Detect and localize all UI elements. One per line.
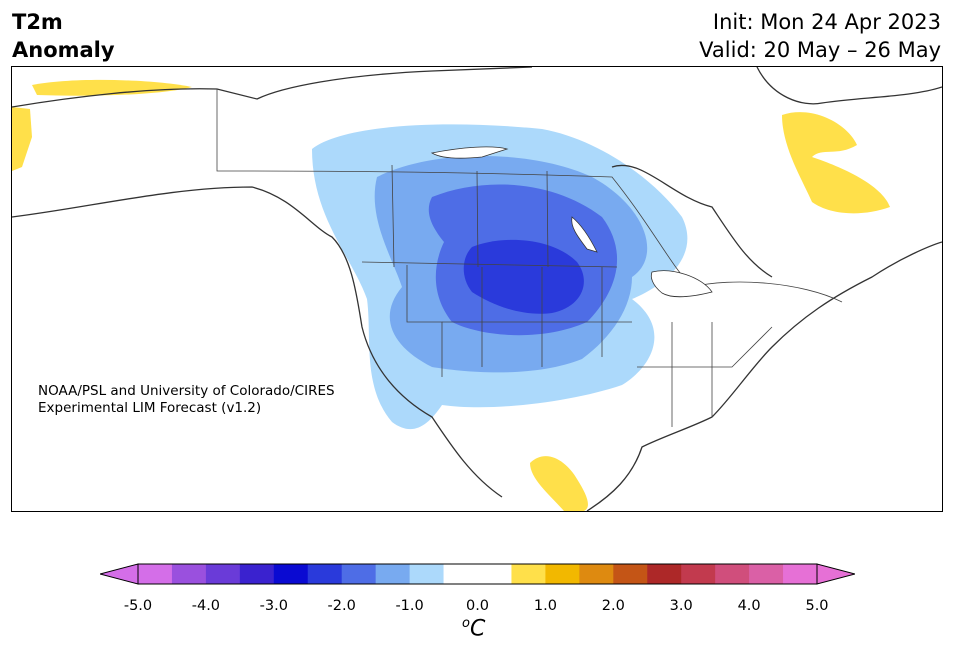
great-lakes	[650, 270, 713, 298]
colorbar-cell	[545, 564, 580, 584]
colorbar-tick-label: 3.0	[669, 598, 693, 614]
title-variable: T2m	[12, 10, 63, 34]
colorbar-tick-label: 4.0	[737, 598, 761, 614]
colorbar-tick-label: 5.0	[805, 598, 829, 614]
degree-sup: o	[462, 616, 470, 631]
colorbar-cell	[647, 564, 682, 584]
colorbar-cell	[749, 564, 784, 584]
credit-line-2: Experimental LIM Forecast (v1.2)	[38, 400, 262, 416]
colorbar-cell	[239, 564, 275, 584]
colorbar-cell	[783, 564, 818, 584]
data-credit: NOAA/PSL and University of Colorado/CIRE…	[38, 383, 335, 417]
colorbar-max-extension	[816, 563, 855, 585]
colorbar-cell	[273, 564, 309, 584]
warm-anomaly-west-edge	[12, 107, 32, 171]
hudson-bay-hint	[430, 146, 509, 159]
warm-anomaly-mexico	[530, 456, 588, 511]
title-anomaly: Anomaly	[12, 38, 115, 62]
colorbar-tick-label: -1.0	[395, 598, 424, 614]
colorbar-tick-label: 0.0	[465, 598, 490, 614]
political-boundaries	[216, 89, 843, 427]
colorbar-cell	[511, 564, 546, 584]
coastlines	[12, 67, 942, 511]
colorbar-cell	[409, 564, 445, 584]
colorbar-cell	[681, 564, 716, 584]
forecast-dates: Init: Mon 24 Apr 2023 Valid: 20 May – 26…	[699, 8, 941, 64]
lake-winnipeg	[571, 216, 598, 253]
colorbar-tick-label: -5.0	[123, 598, 153, 614]
credit-line-1: NOAA/PSL and University of Colorado/CIRE…	[38, 383, 335, 399]
colorbar-cell	[477, 564, 512, 584]
colorbar-cell	[613, 564, 648, 584]
colorbar	[100, 563, 855, 585]
colorbar-unit: oC	[462, 616, 485, 641]
colorbar-cell	[579, 564, 614, 584]
colorbar-tick-label: 2.0	[601, 598, 625, 614]
valid-range: Valid: 20 May – 26 May	[699, 38, 941, 62]
colorbar-cell	[205, 564, 241, 584]
warm-anomaly-alaska	[32, 79, 192, 96]
init-date: Init: Mon 24 Apr 2023	[712, 10, 941, 34]
cold-anomaly-level-4	[463, 239, 584, 314]
colorbar-cell	[138, 564, 173, 584]
colorbar-cell	[443, 564, 478, 584]
colorbar-cell	[715, 564, 750, 584]
colorbar-cell	[171, 564, 207, 584]
colorbar-cell	[375, 564, 411, 584]
colorbar-tick-label: -3.0	[259, 598, 288, 614]
map-title: T2m Anomaly	[12, 8, 115, 64]
colorbar-tick-label: -4.0	[191, 598, 221, 614]
unit-letter: C	[469, 616, 486, 642]
colorbar-tick-label: 1.0	[533, 598, 557, 614]
colorbar-cell	[307, 564, 343, 584]
colorbar-min-extension	[100, 563, 139, 585]
anomaly-map	[11, 66, 943, 512]
colorbar-frame	[137, 563, 818, 585]
colorbar-tick-label: -2.0	[327, 598, 356, 614]
warm-anomaly-labrador	[782, 112, 890, 214]
colorbar-cell	[341, 564, 377, 584]
